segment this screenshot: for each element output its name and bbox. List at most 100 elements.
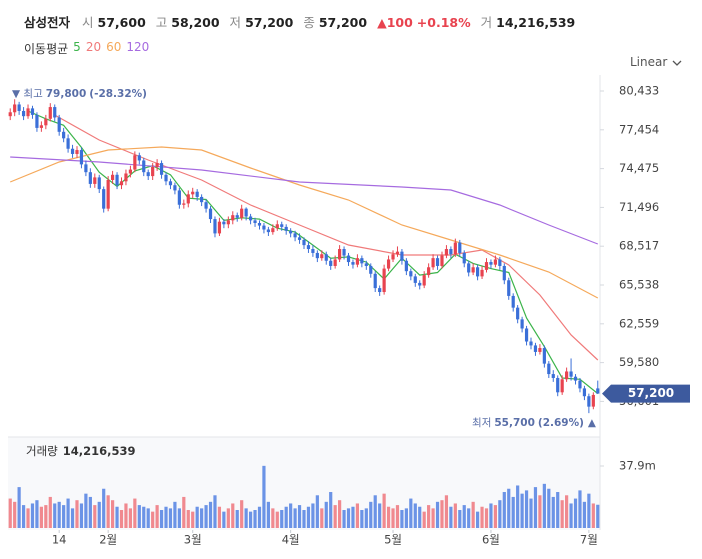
volume-title-label: 거래량 bbox=[26, 444, 58, 458]
candle-body bbox=[431, 258, 435, 268]
volume-bar bbox=[458, 510, 462, 528]
volume-bar bbox=[17, 487, 21, 528]
volume-bar bbox=[302, 510, 306, 528]
volume-bar bbox=[191, 511, 195, 528]
candle-body bbox=[329, 260, 333, 266]
volume-bar bbox=[284, 506, 288, 528]
volume-bar bbox=[266, 501, 270, 528]
volume-bar bbox=[533, 487, 538, 528]
volume-bar bbox=[551, 496, 555, 528]
max-value: 79,800 bbox=[46, 88, 87, 100]
volume-bar bbox=[111, 500, 115, 528]
candle-body bbox=[53, 107, 57, 118]
volume-bar bbox=[248, 511, 253, 528]
volume-bar bbox=[88, 496, 92, 528]
candle-body bbox=[128, 169, 133, 174]
candle-body bbox=[395, 251, 400, 255]
candle-body bbox=[547, 363, 551, 375]
volume-bar bbox=[342, 510, 346, 528]
volume-bar bbox=[62, 505, 66, 528]
volume-bar bbox=[329, 492, 333, 528]
volume-bar bbox=[293, 508, 297, 528]
volume-bar bbox=[498, 500, 502, 528]
min-annotation: 최저 55,700 (2.69%) ▲ bbox=[472, 417, 597, 429]
volume-bar bbox=[418, 506, 422, 528]
chevron-icon[interactable] bbox=[671, 58, 683, 68]
candle-body bbox=[444, 249, 449, 256]
y-tick-label: 59,580 bbox=[619, 355, 659, 369]
candle-body bbox=[475, 267, 480, 277]
volume-tick-label: 37.9m bbox=[619, 459, 656, 473]
candle-body bbox=[587, 396, 591, 407]
volume-bar bbox=[119, 510, 124, 528]
candle-body bbox=[507, 280, 511, 296]
volume-bar bbox=[253, 510, 257, 528]
volume-bar bbox=[195, 506, 199, 528]
volume-bar bbox=[235, 510, 239, 528]
candle-body bbox=[386, 259, 391, 269]
volume-bar bbox=[280, 510, 284, 528]
volume-bar bbox=[21, 505, 26, 528]
price-tag-bg bbox=[602, 384, 690, 403]
scale-selector[interactable]: Linear bbox=[630, 55, 683, 69]
candle-body bbox=[66, 138, 70, 149]
candle-body bbox=[418, 282, 422, 286]
volume-title: 거래량 14,216,539 bbox=[26, 444, 136, 458]
ma-legend: 이동평균 5 20 60 120 bbox=[24, 40, 149, 57]
volume-bar bbox=[587, 493, 591, 528]
candle-body bbox=[489, 262, 493, 265]
candle-body bbox=[177, 190, 181, 205]
y-tick-label: 77,454 bbox=[619, 122, 659, 136]
volume-bar bbox=[257, 506, 262, 528]
volume-bar bbox=[467, 508, 471, 528]
candle-body bbox=[222, 221, 226, 225]
volume-bar bbox=[427, 505, 431, 528]
candle-body bbox=[226, 220, 230, 225]
volume-bar bbox=[569, 503, 573, 528]
scale-label[interactable]: Linear bbox=[630, 55, 668, 69]
volume-bar bbox=[520, 493, 524, 528]
candle-body bbox=[422, 275, 426, 286]
volume-bar bbox=[480, 506, 484, 528]
candle-body bbox=[480, 269, 484, 277]
candle-body bbox=[533, 345, 538, 352]
candle-body bbox=[551, 374, 555, 378]
candle-body bbox=[102, 189, 106, 209]
volume-bar bbox=[102, 488, 106, 528]
candle-body bbox=[133, 155, 137, 170]
legend-item: 60 bbox=[106, 40, 122, 54]
candle-body bbox=[262, 225, 266, 230]
volume-bar bbox=[240, 500, 244, 528]
volume-bar bbox=[364, 508, 368, 528]
volume-bar bbox=[462, 505, 466, 528]
candle-body bbox=[435, 258, 440, 266]
volume-bar bbox=[400, 510, 404, 528]
volume-bar bbox=[222, 511, 226, 528]
candle-body bbox=[213, 219, 217, 234]
candle-body bbox=[124, 173, 128, 182]
volume-bar bbox=[591, 503, 595, 528]
volume-bar bbox=[48, 496, 52, 528]
ma-line bbox=[54, 114, 599, 361]
candle-body bbox=[164, 174, 168, 182]
legend-item: 120 bbox=[126, 40, 150, 54]
volume-bar bbox=[435, 501, 440, 528]
candle-body bbox=[186, 194, 190, 204]
candle-body bbox=[391, 254, 395, 260]
volume-bar bbox=[578, 490, 582, 528]
volume-bar bbox=[449, 506, 453, 528]
volume-bar bbox=[8, 498, 12, 528]
x-tick-label: 14 bbox=[52, 533, 67, 547]
candle-body bbox=[565, 371, 569, 380]
volume-bar bbox=[440, 500, 444, 528]
y-tick-label: 62,559 bbox=[619, 316, 659, 330]
open-value: 57,600 bbox=[97, 15, 146, 30]
ma-line bbox=[9, 146, 599, 299]
max-label: 최고 bbox=[23, 88, 43, 100]
stock-name: 삼성전자 bbox=[24, 15, 71, 30]
candle-body bbox=[75, 150, 79, 154]
candle-body bbox=[88, 172, 92, 184]
candle-body bbox=[351, 262, 355, 265]
volume-bar bbox=[289, 503, 293, 528]
